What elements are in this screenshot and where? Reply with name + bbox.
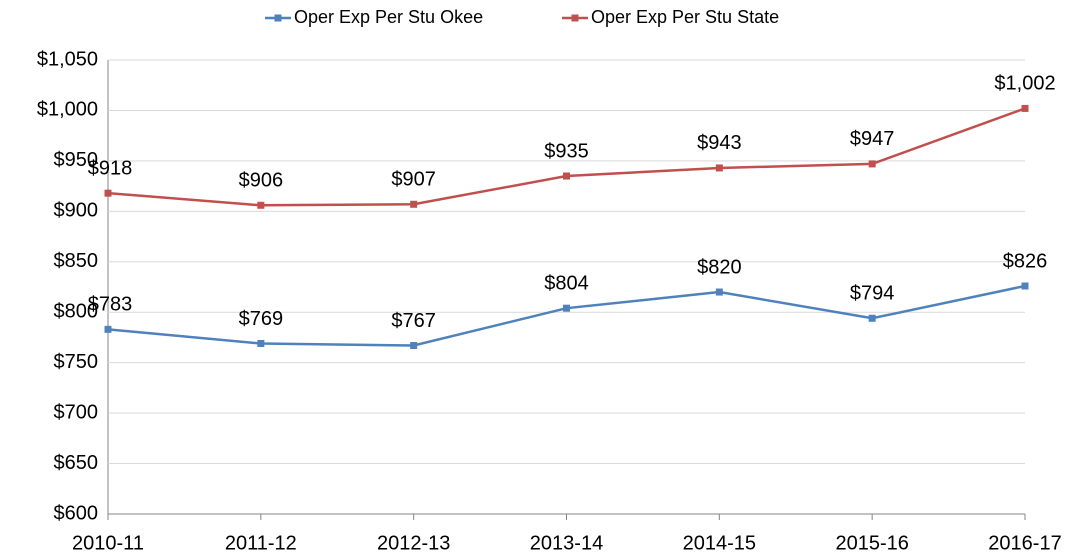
point [410, 342, 418, 350]
y-tick-label: $650 [54, 452, 99, 474]
point [1021, 282, 1029, 290]
y-tick-label: $600 [54, 502, 99, 524]
legend-marker [571, 14, 579, 22]
x-tick-label: 2010-11 [72, 532, 144, 554]
data-label: $947 [850, 128, 895, 150]
y-tick-label: $900 [54, 200, 99, 222]
data-label: $826 [1003, 250, 1048, 272]
y-tick-label: $700 [54, 401, 99, 423]
point [257, 339, 265, 347]
point [104, 325, 112, 333]
y-tick-label: $750 [54, 351, 99, 373]
y-tick-label: $1,000 [37, 99, 98, 121]
data-label: $767 [391, 310, 436, 332]
data-label: $769 [239, 308, 284, 330]
data-label: $918 [88, 157, 133, 179]
data-label: $943 [697, 132, 742, 154]
point [104, 189, 112, 197]
point [1021, 104, 1029, 112]
legend-label: Oper Exp Per Stu State [591, 7, 779, 27]
point [868, 160, 876, 168]
data-label: $804 [544, 272, 589, 294]
x-tick-label: 2014-15 [683, 532, 756, 554]
x-tick-label: 2015-16 [835, 532, 908, 554]
y-tick-label: $800 [54, 301, 99, 323]
data-label: $794 [850, 283, 895, 305]
legend-marker [274, 14, 282, 22]
data-label: $935 [544, 140, 589, 162]
x-tick-label: 2016-17 [988, 532, 1061, 554]
point [257, 201, 265, 209]
point [868, 314, 876, 322]
data-label: $907 [391, 169, 436, 191]
legend-label: Oper Exp Per Stu Okee [294, 7, 483, 27]
point [715, 288, 723, 296]
point [563, 304, 570, 312]
y-tick-label: $1,050 [37, 48, 98, 70]
point [715, 164, 723, 172]
data-label: $1,002 [994, 73, 1055, 95]
y-tick-label: $950 [54, 149, 99, 171]
x-tick-label: 2011-12 [225, 532, 297, 554]
x-tick-label: 2012-13 [377, 532, 450, 554]
point [563, 172, 570, 180]
data-label: $906 [239, 170, 284, 192]
data-label: $783 [88, 294, 133, 316]
x-tick-label: 2013-14 [530, 532, 603, 554]
data-label: $820 [697, 256, 742, 278]
point [410, 200, 418, 208]
y-tick-label: $850 [54, 250, 99, 272]
